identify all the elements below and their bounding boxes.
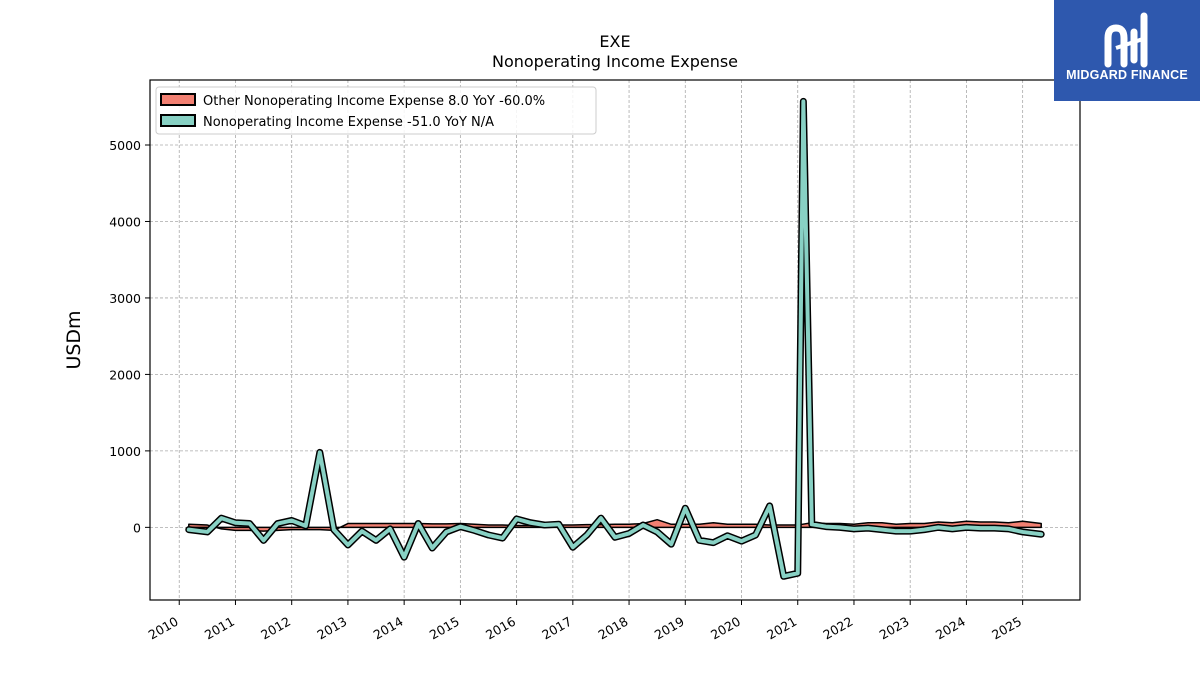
legend-label-nonoperating: Nonoperating Income Expense -51.0 YoY N/… (203, 115, 494, 130)
brand-mark-icon (1104, 12, 1148, 68)
brand-name: MIDGARD FINANCE (1066, 68, 1188, 82)
plot-frame (149, 79, 1081, 601)
chart-subtitle: Nonoperating Income Expense (492, 52, 738, 71)
legend-box (155, 86, 597, 135)
y-axis-label: USDm (63, 310, 85, 369)
y-tick-label: 5000 (109, 138, 141, 153)
chart-title: EXE (599, 32, 630, 51)
y-tick-label: 2000 (109, 367, 141, 382)
y-tick-label: 1000 (109, 444, 141, 459)
legend-swatch-nonoperating (160, 114, 196, 127)
y-tick-label: 4000 (109, 214, 141, 229)
series-other-nonoperating-area (188, 518, 1042, 532)
series-nonoperating-line (186, 99, 1044, 579)
legend-swatch-other (160, 93, 196, 106)
brand-logo: MIDGARD FINANCE (1054, 0, 1200, 101)
y-axis: 0 1000 2000 3000 4000 5000 (109, 138, 150, 535)
plot-area (185, 97, 1045, 580)
y-tick-label: 3000 (109, 291, 141, 306)
legend: Other Nonoperating Income Expense 8.0 Yo… (155, 86, 597, 135)
y-tick-label: 0 (133, 520, 141, 535)
legend-label-other: Other Nonoperating Income Expense 8.0 Yo… (203, 94, 545, 109)
